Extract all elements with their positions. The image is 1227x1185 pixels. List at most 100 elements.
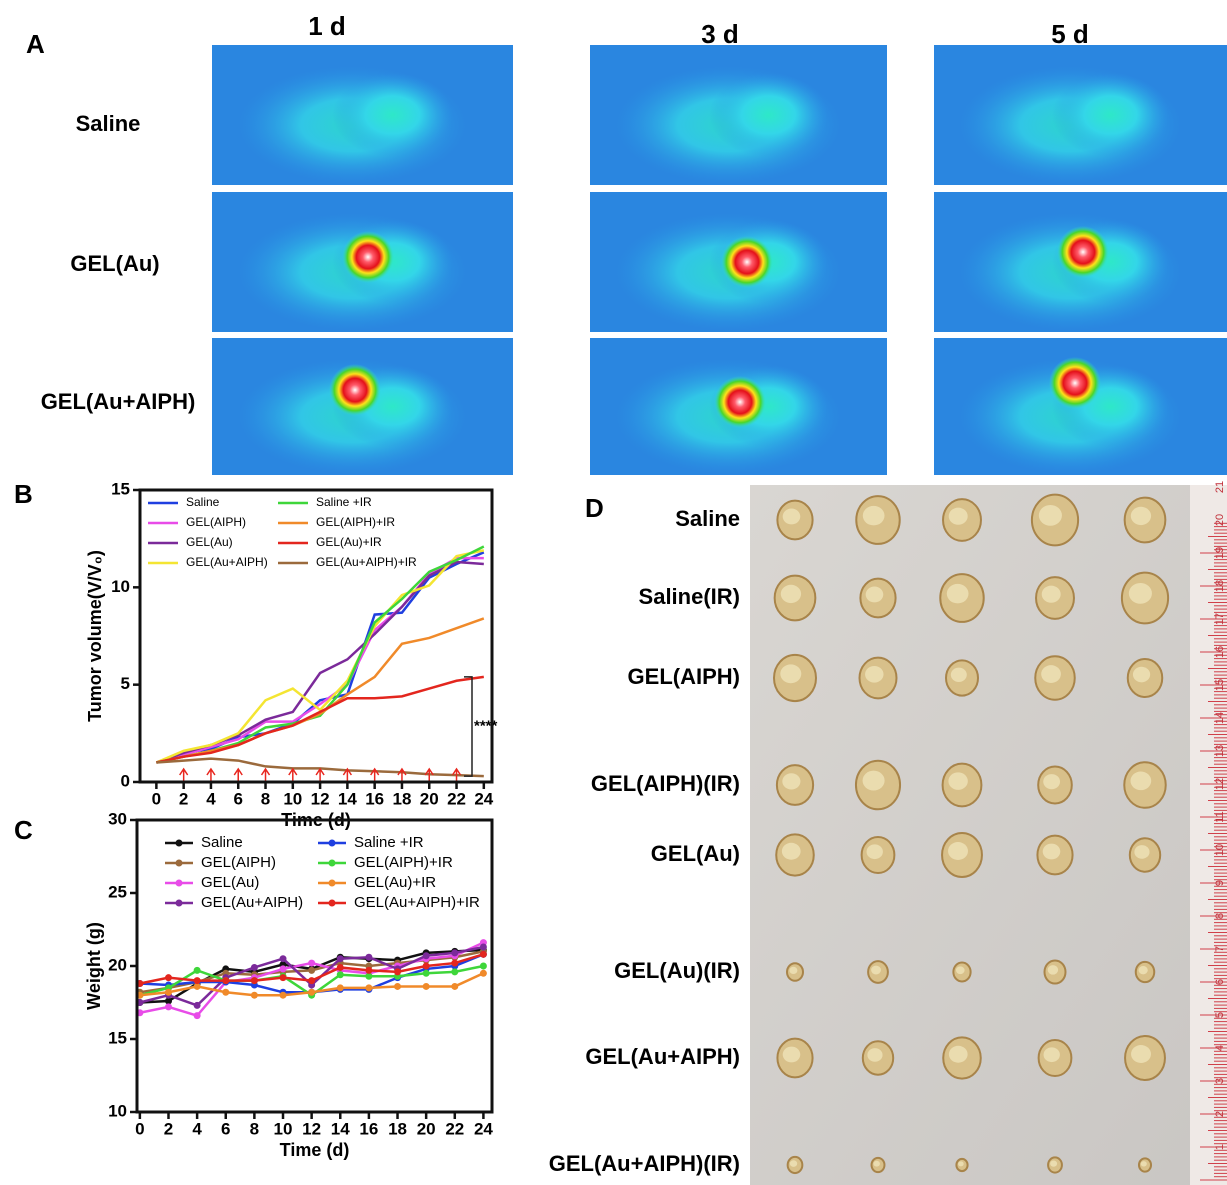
panel-b: B SalineGEL(AIPH)GEL(Au)GEL(Au+AIPH)Sali… [14, 479, 498, 830]
data-point [251, 964, 258, 971]
data-point [394, 983, 401, 990]
legend-label: Saline [186, 495, 220, 509]
data-point [280, 965, 287, 972]
panel-c: C SalineGEL(AIPH)GEL(Au)GEL(Au+AIPH)Sali… [14, 809, 493, 1159]
data-point [480, 970, 487, 977]
data-point [308, 977, 315, 984]
tumor-highlight [956, 966, 965, 974]
legend-label: GEL(Au+AIPH)+IR [316, 555, 417, 569]
y-axis-label: Weight (g) [84, 922, 104, 1010]
y-tick-label: 15 [111, 479, 130, 498]
column-title: 5 d [1051, 19, 1089, 49]
legend-marker [329, 840, 336, 847]
thermal-image [934, 338, 1227, 475]
data-point [251, 992, 258, 999]
tumor-highlight [866, 587, 884, 603]
tumor-highlight [783, 1047, 801, 1063]
y-tick-label: 25 [108, 882, 127, 901]
x-tick-label: 6 [233, 789, 242, 808]
data-point [308, 967, 315, 974]
annotation: **** [474, 717, 498, 734]
x-tick-label: 22 [445, 1119, 464, 1138]
tumor-highlight [867, 1048, 882, 1062]
legend-marker [176, 900, 183, 907]
y-axis-label: Tumor volume(V/V₀) [85, 550, 105, 722]
ruler-label: 5 [1214, 1012, 1226, 1018]
x-tick-label: 6 [221, 1119, 230, 1138]
thermal-image [590, 338, 887, 475]
tumor-highlight [1041, 665, 1061, 683]
data-point [337, 971, 344, 978]
legend-label: GEL(AIPH) [186, 515, 246, 529]
tumor-highlight [1042, 586, 1061, 603]
row-label: GEL(Au) [651, 841, 740, 866]
x-tick-label: 14 [331, 1119, 350, 1138]
ruler-label: 7 [1214, 946, 1226, 952]
hotspot [329, 364, 381, 416]
tumor-highlight [948, 842, 968, 860]
column-title: 3 d [701, 19, 739, 49]
tumor-highlight [780, 664, 801, 683]
x-tick-label: 2 [179, 789, 188, 808]
tumor-highlight [1131, 1045, 1151, 1063]
tumor-highlight [1134, 845, 1149, 859]
data-point [280, 955, 287, 962]
legend-label: GEL(Au+AIPH) [201, 894, 303, 911]
data-point [451, 949, 458, 956]
tumor-highlight [947, 584, 969, 604]
ruler-label: 16 [1214, 646, 1226, 658]
legend-label: GEL(Au) [201, 874, 259, 891]
tumor-highlight [867, 844, 883, 859]
data-point [365, 984, 372, 991]
x-tick-label: 14 [338, 789, 357, 808]
x-tick-label: 12 [302, 1119, 321, 1138]
ir-arrow [234, 769, 242, 782]
x-tick-label: 10 [274, 1119, 293, 1138]
column-title: 1 d [308, 11, 346, 41]
panel-label: B [14, 479, 33, 509]
panel-label: D [585, 493, 604, 523]
tumor-highlight [958, 1161, 964, 1166]
legend-label: GEL(Au)+IR [316, 535, 382, 549]
series-line [156, 550, 483, 762]
tumor-highlight [1133, 667, 1150, 683]
y-tick-label: 20 [108, 955, 127, 974]
ruler-label: 9 [1214, 880, 1226, 886]
thermal-image [590, 45, 887, 185]
data-point [194, 1012, 201, 1019]
legend-label: GEL(Au)+IR [354, 874, 436, 891]
series-line [156, 552, 483, 762]
row-label: GEL(Au) [70, 251, 159, 276]
data-point [194, 977, 201, 984]
x-axis-label: Time (d) [280, 1140, 350, 1160]
ruler-label: 11 [1214, 811, 1226, 822]
x-tick-label: 0 [135, 1119, 144, 1138]
x-tick-label: 4 [206, 789, 216, 808]
tumor-highlight [1130, 772, 1151, 791]
tumor-highlight [1141, 1161, 1147, 1166]
tumor-highlight [1043, 774, 1060, 789]
x-tick-label: 16 [359, 1119, 378, 1138]
legend-marker [176, 860, 183, 867]
tumor-highlight [790, 1160, 797, 1167]
tumor-highlight [1043, 844, 1061, 860]
row-label: GEL(AIPH) [628, 664, 740, 689]
tumor-highlight [949, 508, 968, 525]
hotspot [1057, 226, 1109, 278]
series-line [156, 558, 483, 762]
legend-label: Saline +IR [354, 834, 424, 851]
x-tick-label: 0 [152, 789, 161, 808]
tumor-highlight [863, 506, 885, 526]
data-point [165, 974, 172, 981]
row-label: GEL(Au+AIPH) [41, 389, 196, 414]
tumor-highlight [948, 772, 967, 789]
ruler-label: 17 [1214, 613, 1226, 625]
ruler-label: 12 [1214, 778, 1226, 790]
data-point [365, 967, 372, 974]
x-tick-label: 10 [283, 789, 302, 808]
legend-label: GEL(Au+AIPH) [186, 555, 268, 569]
row-label: GEL(AIPH)(IR) [591, 771, 740, 796]
legend-marker [329, 900, 336, 907]
x-tick-label: 8 [250, 1119, 259, 1138]
tumor-highlight [863, 771, 885, 791]
